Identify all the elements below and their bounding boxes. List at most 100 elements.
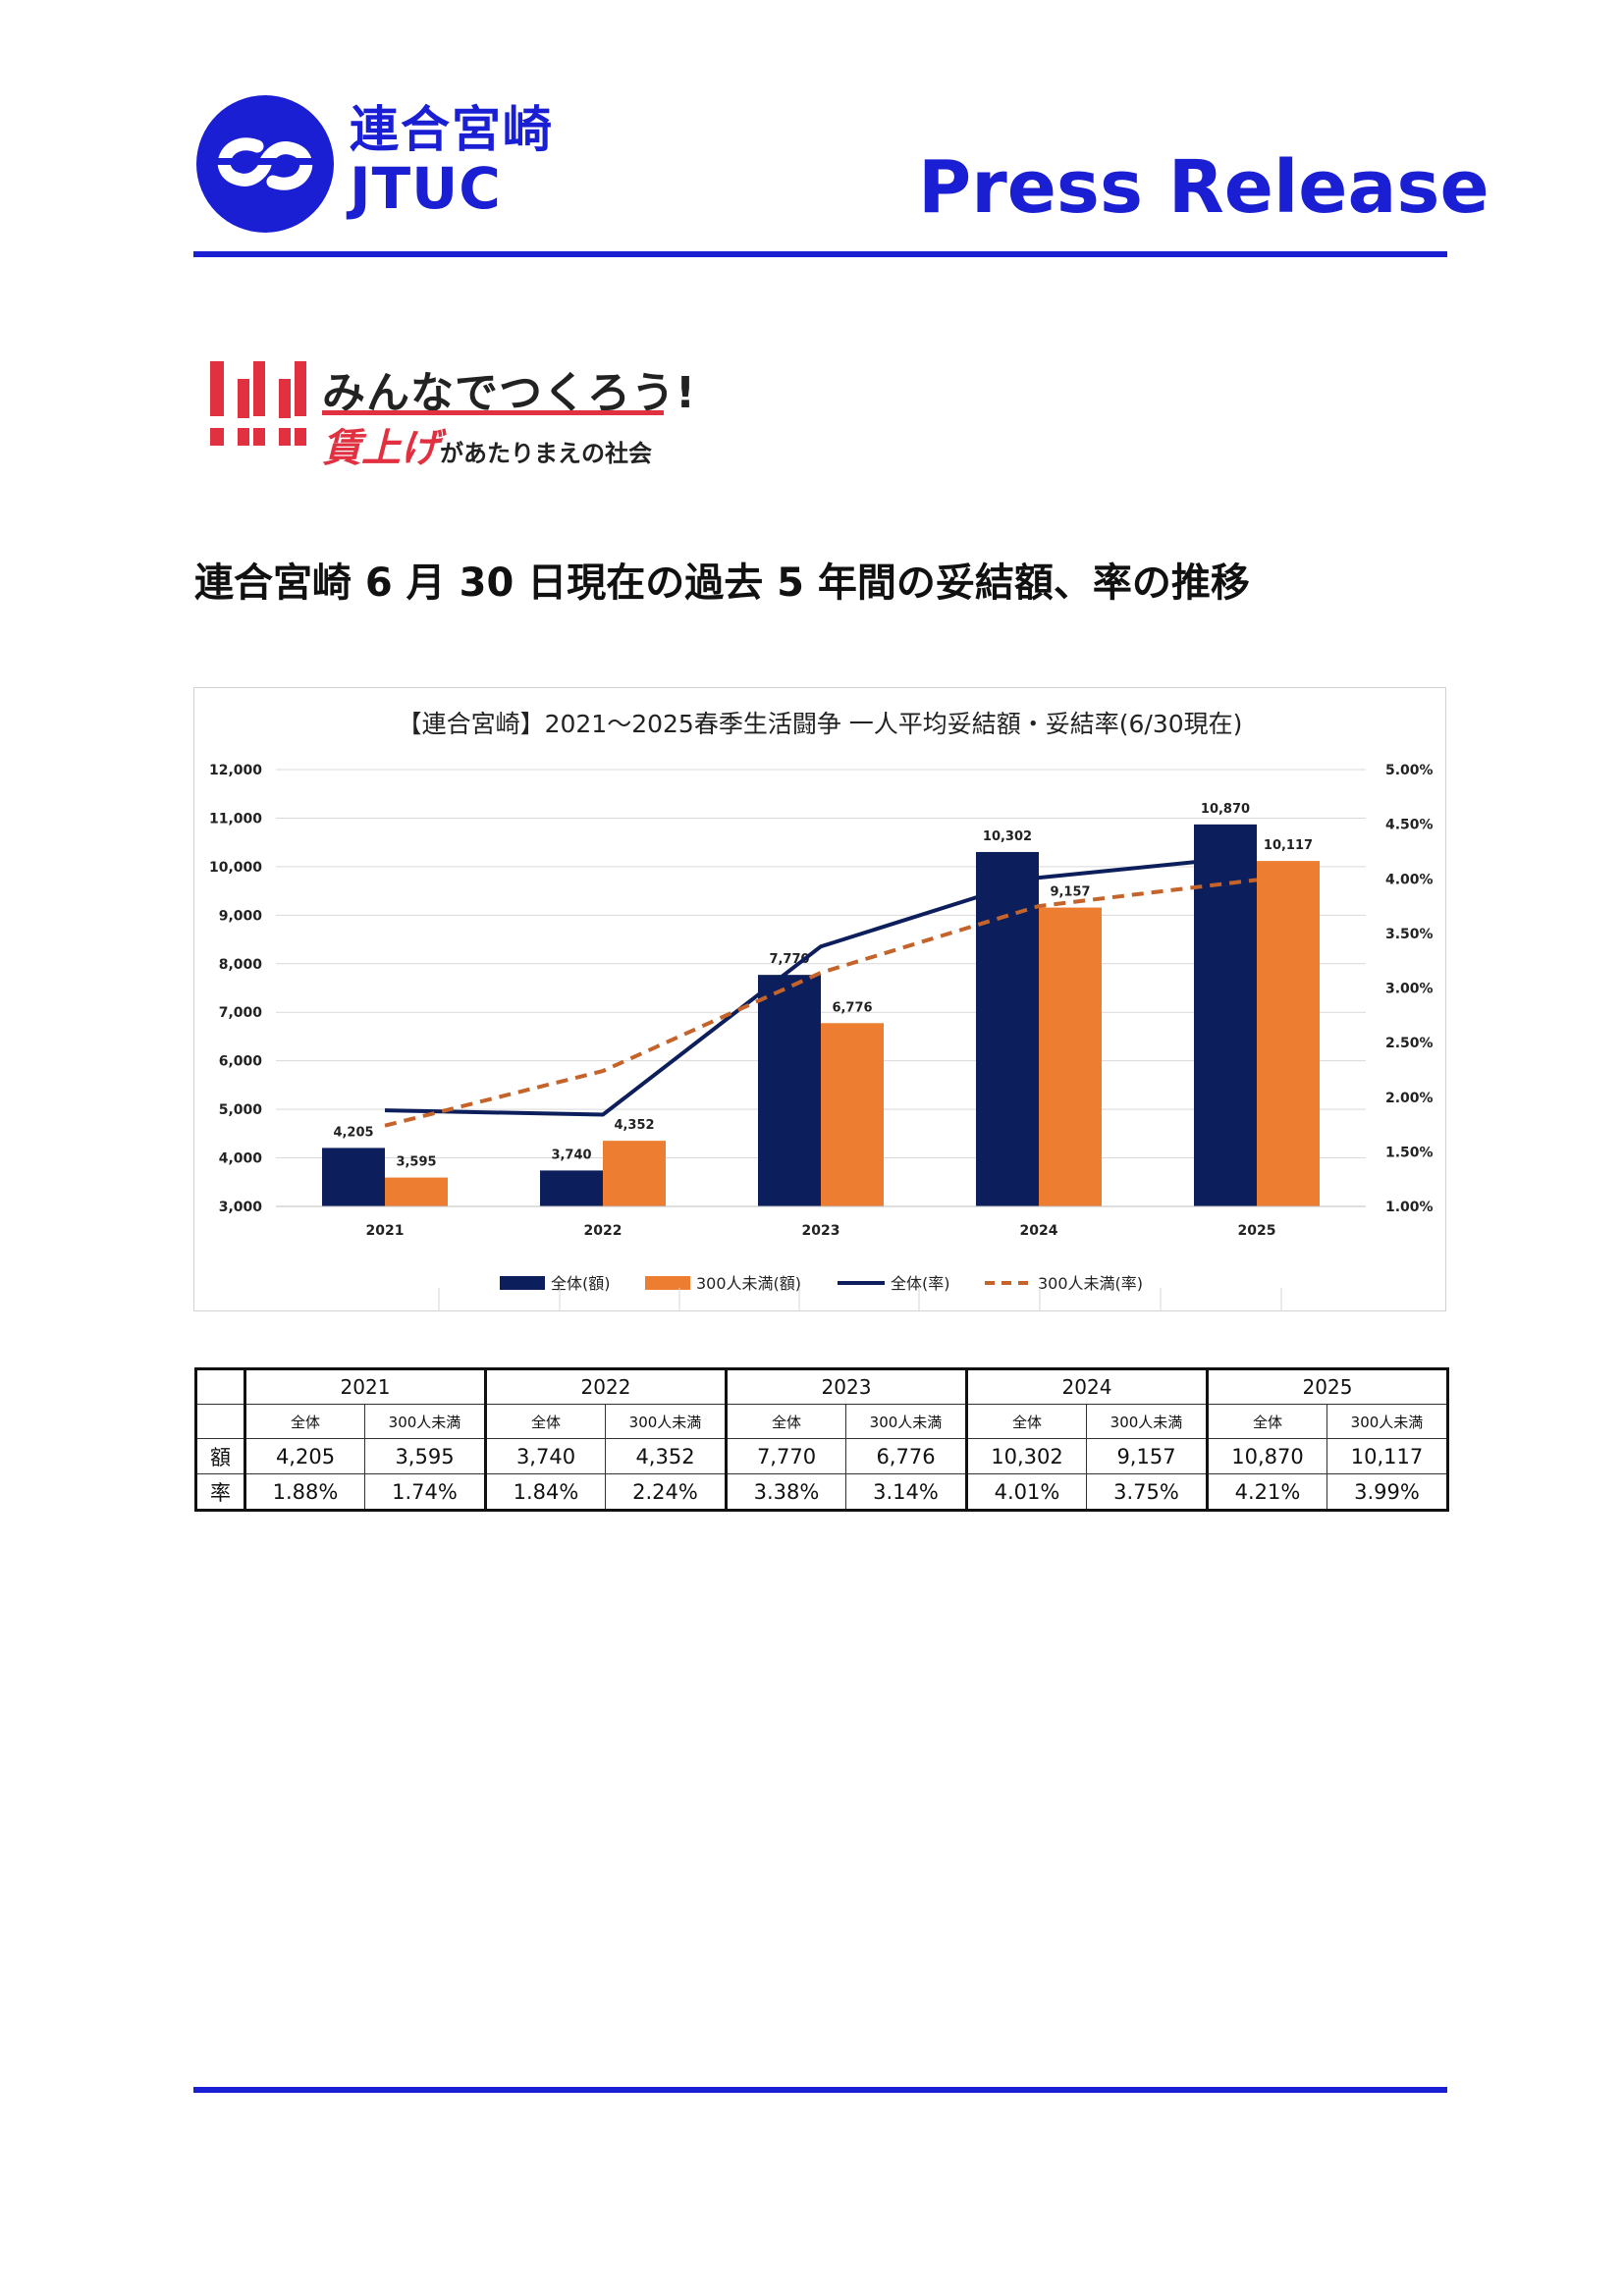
footer-divider [193,2087,1447,2093]
table-subheader: 全体 [1206,1404,1327,1439]
chart-frame [193,687,1446,1311]
table-cell: 4.21% [1206,1473,1327,1512]
org-name-jp: 連合宮崎 [350,101,554,158]
y-right-tick-label: 5.00% [1385,763,1434,778]
page-title: 連合宮崎 6 月 30 日現在の過去 5 年間の妥結額、率の推移 [194,561,1250,606]
header-divider [193,251,1447,257]
y-right-tick-label: 1.50% [1385,1145,1434,1160]
bar-data-label: 4,352 [614,1118,654,1133]
bar [758,975,821,1206]
table-cell: 1.88% [244,1473,365,1512]
legend-label: 300人未満(額) [696,1274,801,1293]
table-subheader: 300人未満 [605,1404,727,1439]
bar-data-label: 10,117 [1264,838,1313,853]
y-left-tick-label: 10,000 [209,860,262,876]
legend-swatch [645,1276,690,1290]
table-corner-cell [194,1367,245,1405]
bar-data-label: 4,205 [333,1125,373,1140]
y-left-tick-label: 6,000 [219,1054,263,1070]
bar-data-label: 10,870 [1201,802,1250,817]
table-cell: 1.84% [484,1473,606,1512]
bar-data-label: 3,595 [396,1155,436,1170]
table-year-header: 2021 [244,1367,486,1405]
table-cell: 3,740 [484,1438,606,1474]
campaign-slogan: みんなでつくろう! [322,368,697,418]
bar [976,851,1039,1206]
table-subheader: 300人未満 [845,1404,967,1439]
bar-data-label: 6,776 [832,1000,872,1015]
campaign-underline [322,410,664,415]
table-cell: 3.99% [1326,1473,1449,1512]
x-tick-label: 2022 [584,1223,623,1239]
table-cell: 10,117 [1326,1438,1449,1474]
campaign-subslogan: 賃上げがあたりまえの社会 [322,416,652,473]
y-left-tick-label: 7,000 [219,1005,263,1021]
table-cell: 7,770 [725,1438,846,1474]
campaign-logo-icon [210,361,306,446]
y-left-tick-label: 3,000 [219,1200,263,1215]
bar [1194,824,1257,1206]
bar [322,1148,385,1206]
table-cell: 4,352 [605,1438,727,1474]
table-cell: 10,870 [1206,1438,1327,1474]
table-cell: 3,595 [364,1438,486,1474]
table-cell: 6,776 [845,1438,967,1474]
table-subheader: 300人未満 [364,1404,486,1439]
table-year-header: 2022 [484,1367,727,1405]
table-cell: 3.75% [1086,1473,1208,1512]
table-row-label: 率 [194,1473,245,1512]
y-right-tick-label: 3.50% [1385,927,1434,942]
table-subheader-row: 全体 300人未満 全体 300人未満 全体 300人未満 全体 300人未満 … [194,1404,1449,1439]
table-corner-cell [194,1404,245,1439]
y-left-tick-label: 4,000 [219,1151,263,1167]
bar [821,1023,884,1206]
table-row: 額 4,205 3,595 3,740 4,352 7,770 6,776 10… [194,1438,1449,1474]
table-cell: 10,302 [965,1438,1087,1474]
combo-chart: 3,000 4,000 5,000 6,000 7,000 8,000 9,000 10,00… [209,763,1434,1311]
bar [385,1177,448,1206]
table-cell: 3.14% [845,1473,967,1512]
table-row-label: 額 [194,1438,245,1474]
y-left-tick-label: 8,000 [219,957,263,973]
table-cell: 9,157 [1086,1438,1208,1474]
campaign-subslogan-rest: があたりまえの社会 [440,440,652,467]
legend-label: 300人未満(率) [1038,1274,1143,1293]
legend-label: 全体(額) [551,1274,611,1293]
y-right-tick-label: 4.50% [1385,818,1434,833]
table-subheader: 300人未満 [1086,1404,1208,1439]
bar [1257,861,1320,1206]
table-cell: 3.38% [725,1473,846,1512]
series-line [384,853,1258,1117]
x-tick-label: 2021 [366,1223,405,1239]
x-tick-label: 2025 [1238,1223,1276,1239]
table-subheader: 全体 [965,1404,1087,1439]
y-right-tick-label: 2.50% [1385,1036,1434,1051]
chart-title: 【連合宮崎】2021～2025春季生活闘争 一人平均妥結額・妥結率(6/30現在… [397,710,1243,738]
x-tick-label: 2024 [1020,1223,1058,1239]
table-cell: 2.24% [605,1473,727,1512]
y-left-tick-label: 12,000 [209,763,262,778]
x-tick-label: 2023 [802,1223,840,1239]
campaign-emphasis: 賃上げ [322,426,440,471]
table-subheader: 全体 [725,1404,846,1439]
jtuc-logo-icon [196,95,334,233]
org-name-en: JTUC [350,155,502,222]
bar [603,1141,666,1206]
table-cell: 1.74% [364,1473,486,1512]
y-right-tick-label: 4.00% [1385,872,1434,887]
bar-data-label: 3,740 [551,1148,591,1162]
table-cell: 4,205 [244,1438,365,1474]
table-year-header: 2025 [1206,1367,1449,1405]
y-left-tick-label: 5,000 [219,1102,263,1118]
press-release-label: Press Release [918,145,1489,230]
bar [1039,907,1102,1206]
y-right-tick-label: 1.00% [1385,1200,1434,1215]
table-subheader: 全体 [244,1404,365,1439]
table-year-row: 2021 2022 2023 2024 2025 [194,1367,1449,1405]
table-row: 率 1.88% 1.74% 1.84% 2.24% 3.38% 3.14% 4.… [194,1473,1449,1512]
bar-data-label: 10,302 [983,829,1032,844]
table-subheader: 全体 [484,1404,606,1439]
y-right-tick-label: 3.00% [1385,982,1434,997]
legend-swatch [500,1276,545,1290]
y-left-tick-label: 11,000 [209,811,262,827]
